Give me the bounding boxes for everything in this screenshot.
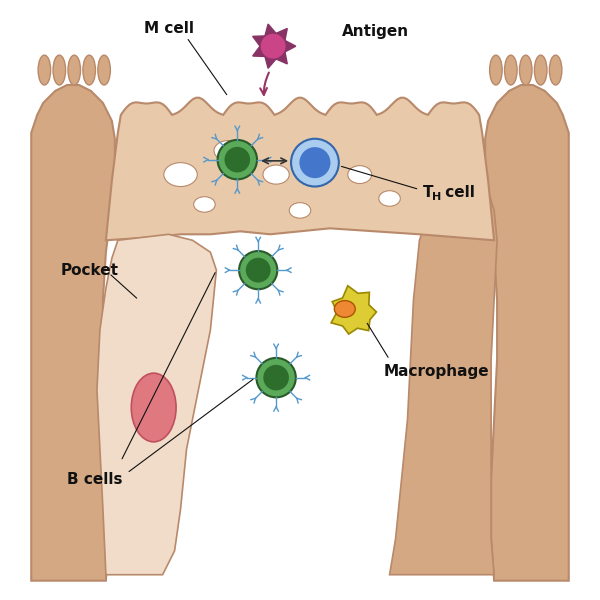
Ellipse shape xyxy=(379,191,400,206)
Ellipse shape xyxy=(334,301,355,317)
Text: B cells: B cells xyxy=(67,472,122,487)
Text: T: T xyxy=(422,185,433,200)
Ellipse shape xyxy=(289,203,311,218)
Polygon shape xyxy=(97,235,217,575)
Ellipse shape xyxy=(263,165,289,184)
Ellipse shape xyxy=(164,163,197,187)
Text: cell: cell xyxy=(440,185,475,200)
Ellipse shape xyxy=(131,373,176,442)
Ellipse shape xyxy=(535,55,547,85)
Circle shape xyxy=(291,139,339,187)
Polygon shape xyxy=(331,286,376,334)
Ellipse shape xyxy=(83,55,95,85)
Ellipse shape xyxy=(68,55,80,85)
Ellipse shape xyxy=(306,142,330,160)
Circle shape xyxy=(246,258,271,283)
Text: Macrophage: Macrophage xyxy=(383,364,489,379)
Ellipse shape xyxy=(550,55,562,85)
Polygon shape xyxy=(253,24,296,68)
Circle shape xyxy=(239,251,277,289)
Ellipse shape xyxy=(490,55,502,85)
Circle shape xyxy=(218,140,257,179)
Ellipse shape xyxy=(214,140,242,161)
Text: H: H xyxy=(432,191,441,202)
Polygon shape xyxy=(485,85,569,581)
Polygon shape xyxy=(106,98,494,240)
Ellipse shape xyxy=(38,55,50,85)
Ellipse shape xyxy=(505,55,517,85)
Ellipse shape xyxy=(194,197,215,212)
Ellipse shape xyxy=(53,55,65,85)
Ellipse shape xyxy=(98,55,110,85)
Polygon shape xyxy=(31,85,115,581)
Polygon shape xyxy=(389,181,497,575)
Text: Antigen: Antigen xyxy=(342,24,409,39)
Text: M cell: M cell xyxy=(143,21,194,36)
Circle shape xyxy=(263,365,289,391)
Ellipse shape xyxy=(520,55,532,85)
Circle shape xyxy=(224,147,250,172)
Circle shape xyxy=(256,358,296,397)
Text: Pocket: Pocket xyxy=(61,263,119,278)
Circle shape xyxy=(260,33,286,59)
Ellipse shape xyxy=(348,166,371,184)
Circle shape xyxy=(299,147,331,178)
